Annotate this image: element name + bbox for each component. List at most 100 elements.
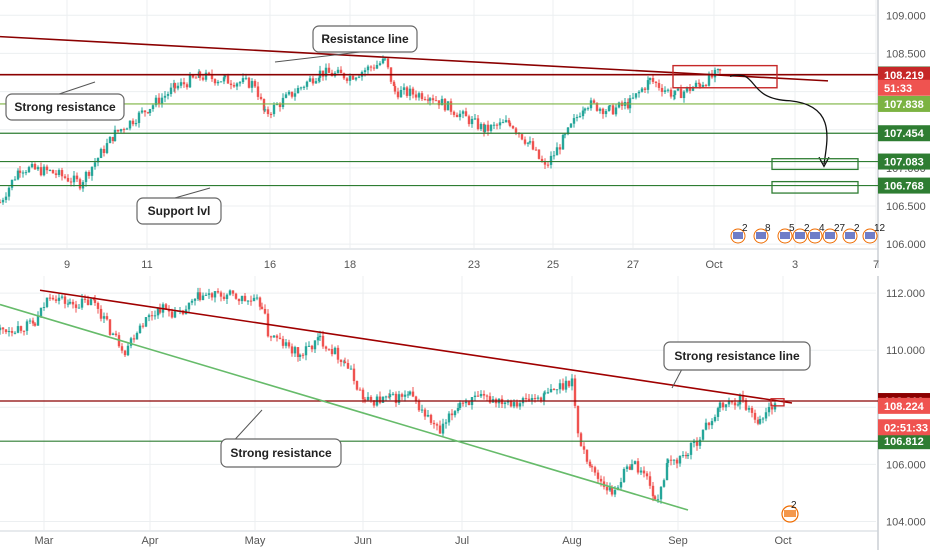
candle-body [552, 155, 556, 157]
candle-body [753, 412, 757, 420]
candle-body [675, 459, 679, 464]
top-panel-chart[interactable]: 109.000108.500108.000107.500107.000106.5… [0, 0, 930, 271]
candle-body [399, 89, 403, 98]
countdown-label-box [878, 419, 930, 436]
candle-body [363, 70, 367, 73]
callout-pointer [671, 369, 682, 389]
callout-support-lvl[interactable]: Support lvl [136, 187, 222, 225]
candle-body [630, 464, 634, 470]
candle-body [583, 108, 587, 111]
candle-body [63, 296, 67, 304]
candle-body [406, 394, 410, 396]
candle-body [307, 345, 311, 347]
candle-body [60, 170, 64, 177]
price-label: 107.454 [884, 128, 925, 140]
candle-body [692, 441, 696, 443]
candle-body [434, 100, 438, 102]
callout-pointer [274, 51, 360, 63]
candle-body [324, 67, 328, 77]
candle-body [99, 308, 103, 319]
candle-body [596, 472, 600, 479]
current-price-box[interactable] [770, 398, 785, 407]
y-tick-label: 110.000 [886, 345, 925, 357]
candle-body [318, 335, 322, 338]
candle-body [352, 368, 356, 382]
candle-body [343, 361, 347, 364]
price-label-box [878, 153, 930, 170]
trendline[interactable] [0, 303, 689, 511]
candle-body [51, 169, 55, 174]
callout-strong-resistance[interactable]: Strong resistance [5, 81, 125, 121]
candle-body [610, 487, 614, 495]
candle-body [520, 134, 524, 140]
trendline[interactable] [0, 35, 829, 82]
candle-body [18, 170, 22, 173]
candle-body [234, 293, 238, 299]
candle-body [305, 81, 309, 87]
callout-strong-resistance-2[interactable]: Strong resistance [220, 409, 342, 468]
callout-strong-resistance-line[interactable]: Strong resistance line [663, 341, 811, 389]
candle-body [313, 340, 317, 350]
price-label-box [878, 95, 930, 112]
candle-body [45, 297, 49, 307]
callout-resistance-line[interactable]: Resistance line [274, 25, 418, 63]
candle-body [60, 296, 64, 298]
y-tick-label: 106.000 [886, 239, 926, 251]
candle-body [92, 299, 96, 301]
candle-body [429, 414, 433, 423]
candle-body [213, 79, 217, 84]
candle-body [498, 122, 502, 126]
candle-body [7, 187, 11, 197]
candle-body [241, 78, 245, 83]
candle-body [488, 396, 492, 403]
candle-body [651, 485, 655, 497]
candle-body [646, 80, 650, 90]
candle-body [511, 126, 515, 129]
event-count: 2 [804, 223, 810, 234]
candle-body [665, 463, 669, 481]
candle-body [403, 394, 407, 397]
candle-body [691, 87, 695, 91]
candle-body [156, 307, 160, 316]
candle-body [598, 108, 602, 111]
candle-body [4, 196, 8, 200]
candle-body [83, 298, 87, 300]
price-label: 108.219 [884, 70, 924, 82]
x-tick-label: 18 [344, 259, 356, 271]
candle-body [528, 141, 532, 143]
candle-body [608, 487, 612, 491]
candle-body [767, 407, 771, 413]
candle-body [543, 392, 547, 394]
candle-body [333, 347, 337, 355]
candle-body [66, 177, 70, 182]
trendline[interactable] [39, 289, 793, 404]
candle-body [408, 88, 412, 96]
candle-body [7, 331, 11, 333]
candle-body [648, 77, 652, 81]
candle-body [533, 398, 537, 400]
candle-body [166, 94, 170, 96]
price-label: 107.083 [884, 157, 924, 169]
callout-text: Resistance line [321, 32, 409, 46]
candle-body [102, 316, 106, 319]
candle-body [243, 295, 247, 302]
candle-body [105, 316, 109, 320]
candle-body [54, 299, 58, 301]
target-box-1[interactable] [771, 158, 859, 171]
candle-body [93, 162, 97, 167]
candle-body [119, 129, 123, 132]
candle-body [420, 93, 424, 100]
candle-body [262, 99, 266, 111]
candle-body [764, 412, 768, 419]
resistance-zone-box[interactable] [672, 64, 778, 89]
candle-body [173, 83, 177, 89]
candle-body [628, 466, 632, 470]
candle-body [432, 422, 436, 425]
bottom-panel-chart[interactable]: 112.000110.000108.000106.000104.000MarAp… [0, 276, 930, 550]
candle-body [555, 389, 559, 391]
candle-body [298, 354, 302, 357]
countdown-label: 51:33 [884, 83, 912, 95]
target-box-2[interactable] [771, 180, 859, 194]
